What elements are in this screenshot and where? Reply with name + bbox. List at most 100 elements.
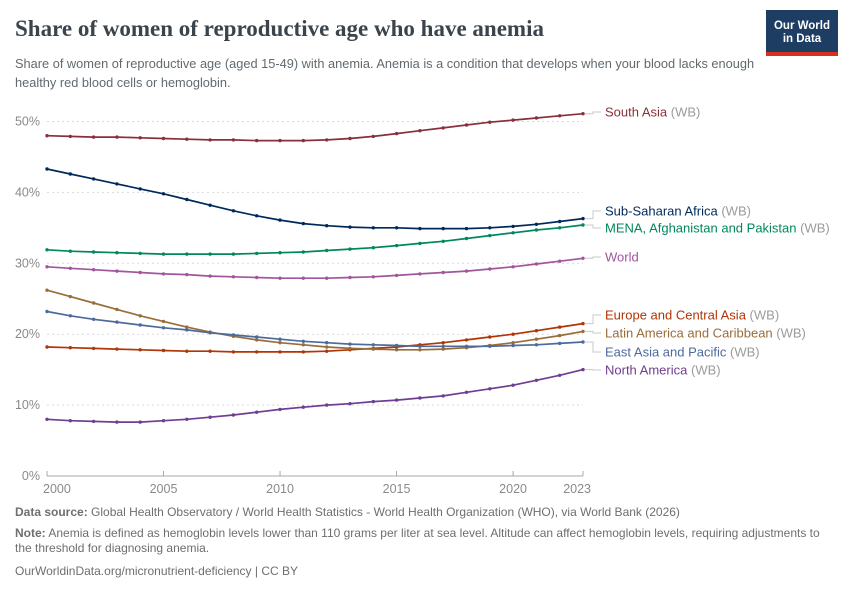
data-point[interactable]: [231, 413, 236, 417]
data-point[interactable]: [68, 314, 73, 318]
data-point[interactable]: [45, 134, 49, 138]
data-point[interactable]: [418, 241, 422, 246]
data-point[interactable]: [68, 266, 73, 270]
data-point[interactable]: [511, 231, 515, 235]
data-point[interactable]: [418, 129, 422, 133]
data-point[interactable]: [208, 274, 212, 278]
data-point[interactable]: [301, 221, 305, 226]
data-point[interactable]: [138, 136, 142, 140]
data-point[interactable]: [301, 250, 305, 254]
data-point[interactable]: [558, 333, 562, 338]
data-point[interactable]: [91, 268, 96, 272]
data-point[interactable]: [394, 243, 399, 248]
data-point[interactable]: [581, 223, 585, 227]
data-point[interactable]: [464, 390, 469, 394]
citation-line[interactable]: OurWorldinData.org/micronutrient-deficie…: [15, 563, 298, 578]
data-point[interactable]: [301, 276, 305, 280]
data-point[interactable]: [138, 187, 142, 191]
data-point[interactable]: [325, 248, 329, 253]
data-point[interactable]: [45, 309, 49, 314]
data-point[interactable]: [231, 333, 236, 337]
data-point[interactable]: [161, 319, 166, 324]
data-point[interactable]: [488, 335, 492, 339]
data-point[interactable]: [115, 182, 119, 186]
data-point[interactable]: [208, 415, 212, 419]
data-point[interactable]: [325, 341, 329, 345]
series-label-name[interactable]: North America: [605, 363, 688, 378]
series-label-name[interactable]: Sub-Saharan Africa: [605, 204, 719, 219]
data-point[interactable]: [488, 344, 492, 348]
data-point[interactable]: [371, 347, 375, 351]
data-point[interactable]: [115, 135, 119, 139]
data-point[interactable]: [348, 402, 352, 406]
data-point[interactable]: [418, 272, 422, 276]
data-point[interactable]: [534, 228, 539, 232]
data-point[interactable]: [441, 394, 445, 398]
series-label-name[interactable]: World: [605, 250, 639, 265]
data-point[interactable]: [208, 138, 212, 142]
data-point[interactable]: [418, 396, 422, 400]
series-label-name[interactable]: Europe and Central Asia: [605, 308, 747, 323]
data-point[interactable]: [91, 301, 96, 305]
series-line-sub-saharan-africa[interactable]: [46, 168, 584, 230]
data-point[interactable]: [45, 248, 49, 252]
data-point[interactable]: [45, 288, 49, 292]
data-point[interactable]: [115, 269, 119, 273]
data-point[interactable]: [581, 329, 585, 334]
series-label-name[interactable]: Latin America and Caribbean: [605, 326, 773, 341]
data-point[interactable]: [558, 259, 562, 263]
data-point[interactable]: [511, 341, 515, 345]
data-point[interactable]: [441, 239, 445, 243]
data-point[interactable]: [441, 341, 445, 345]
data-point[interactable]: [464, 226, 469, 231]
data-point[interactable]: [185, 349, 189, 353]
data-point[interactable]: [581, 340, 585, 344]
data-point[interactable]: [138, 251, 142, 256]
data-point[interactable]: [231, 138, 236, 142]
series-label-name[interactable]: MENA, Afghanistan and Pakistan: [605, 221, 797, 236]
data-point[interactable]: [558, 373, 562, 377]
data-point[interactable]: [255, 350, 259, 354]
data-point[interactable]: [185, 272, 189, 277]
data-point[interactable]: [581, 256, 585, 260]
data-point[interactable]: [581, 112, 585, 116]
data-point[interactable]: [278, 350, 282, 354]
data-point[interactable]: [91, 177, 96, 181]
data-point[interactable]: [418, 344, 422, 348]
data-point[interactable]: [68, 249, 73, 253]
data-point[interactable]: [418, 348, 422, 352]
data-point[interactable]: [441, 344, 445, 348]
data-point[interactable]: [138, 420, 142, 424]
data-point[interactable]: [45, 167, 49, 171]
data-point[interactable]: [488, 387, 492, 391]
data-point[interactable]: [371, 399, 375, 404]
data-point[interactable]: [464, 236, 469, 241]
data-point[interactable]: [534, 329, 539, 333]
data-point[interactable]: [394, 226, 399, 230]
data-point[interactable]: [185, 325, 189, 329]
data-point[interactable]: [325, 276, 329, 280]
data-point[interactable]: [45, 345, 49, 349]
data-point[interactable]: [231, 275, 236, 279]
data-point[interactable]: [464, 269, 469, 273]
data-point[interactable]: [558, 226, 562, 230]
data-point[interactable]: [464, 344, 469, 348]
data-point[interactable]: [161, 192, 166, 196]
data-point[interactable]: [68, 172, 73, 176]
data-point[interactable]: [511, 118, 515, 122]
data-point[interactable]: [534, 262, 539, 266]
data-point[interactable]: [115, 347, 119, 351]
data-point[interactable]: [45, 417, 49, 421]
data-point[interactable]: [278, 341, 282, 345]
data-point[interactable]: [91, 346, 96, 351]
data-point[interactable]: [511, 265, 515, 269]
data-point[interactable]: [488, 226, 492, 230]
data-point[interactable]: [278, 407, 282, 412]
data-point[interactable]: [441, 226, 445, 231]
data-point[interactable]: [441, 126, 445, 130]
data-point[interactable]: [185, 137, 189, 141]
data-point[interactable]: [558, 114, 562, 118]
data-point[interactable]: [464, 123, 469, 127]
data-point[interactable]: [441, 270, 445, 275]
data-point[interactable]: [278, 218, 282, 222]
